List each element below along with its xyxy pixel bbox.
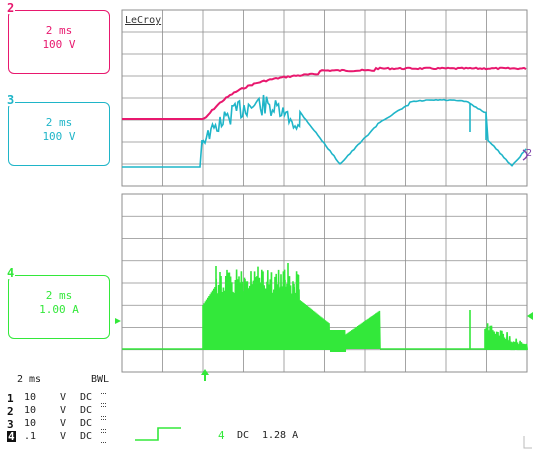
channel-3-scale: 100 V (42, 130, 76, 143)
row-coupling: DC (80, 405, 93, 416)
row-scale: 10 (24, 418, 37, 429)
channel-4-timebase: 2 ms (45, 289, 73, 302)
right-channel-2-label: 2 (526, 148, 533, 159)
channel-2-right-marker-bracket (522, 149, 528, 161)
row-coupling: DC (80, 431, 93, 442)
row-impedance-icon (101, 406, 106, 417)
row-coupling: DC (80, 418, 93, 429)
channel-4-box[interactable]: 4 2 ms 1.00 A (6, 267, 110, 339)
channel-2-box[interactable]: 2 2 ms 100 V (6, 2, 110, 74)
channel-3-timebase: 2 ms (45, 116, 73, 129)
brand-label: LeCroy (125, 15, 162, 26)
corner-indicator-icon (523, 436, 532, 449)
row-impedance-icon (101, 432, 106, 443)
trigger-level: 1.28 A (262, 430, 299, 441)
row-unit: V (60, 418, 67, 429)
channel-3-box[interactable]: 3 2 ms 100 V (6, 94, 110, 166)
trigger-coupling: DC (237, 430, 250, 441)
row-scale: 10 (24, 392, 37, 403)
row-channel-number: 2 (7, 405, 14, 418)
row-channel-number: 1 (7, 392, 14, 405)
channel-2-timebase: 2 ms (45, 24, 73, 37)
channel-2-scale: 100 V (42, 38, 76, 51)
row-unit: V (60, 405, 67, 416)
row-unit: V (60, 431, 67, 442)
row-channel-number: 3 (7, 418, 14, 431)
row-scale: 10 (24, 405, 37, 416)
channel-4-offset-marker (115, 318, 121, 324)
channel-4-scale: 1.00 A (39, 303, 79, 316)
channel-4-right-marker (527, 312, 533, 320)
channel-2-trace (122, 66, 527, 121)
row-channel-number: 4 (7, 430, 16, 443)
row-impedance-icon (101, 393, 106, 404)
channel-4-trace (122, 263, 528, 353)
status-bwl: BWL (91, 374, 110, 385)
row-coupling: DC (80, 392, 93, 403)
channel-3-number: 3 (6, 93, 16, 107)
graticule-grid (121, 9, 528, 373)
row-unit: V (60, 392, 67, 403)
row-scale: .1 (24, 431, 37, 442)
trigger-edge-icon (135, 427, 181, 441)
channel-4-number: 4 (6, 266, 16, 280)
channel-3-trace (122, 94, 527, 168)
channel-2-number: 2 (6, 1, 16, 15)
trigger-position-marker (201, 369, 209, 381)
status-timebase: 2 ms (17, 374, 42, 385)
row-impedance-icon (101, 419, 106, 430)
trigger-channel: 4 (218, 429, 225, 442)
